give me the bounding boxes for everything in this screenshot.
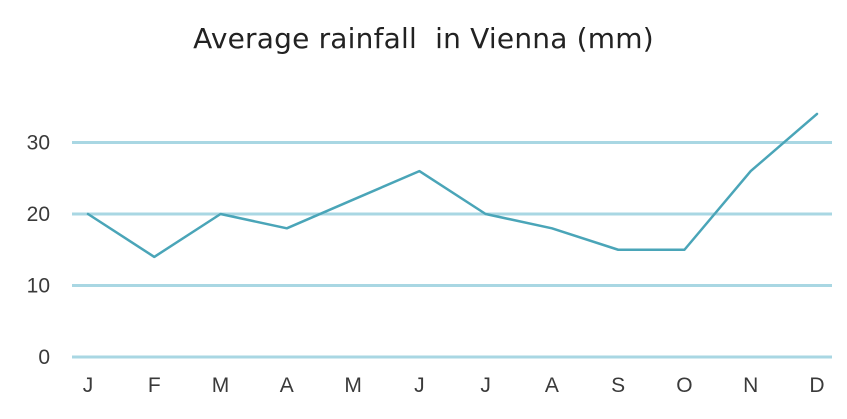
y-axis-ticks: 0 10 20 30 [27,132,50,370]
y-tick-label: 20 [27,203,50,226]
x-tick-label: N [743,374,758,397]
x-tick-label: J [414,374,425,397]
x-tick-label: D [809,374,824,397]
y-tick-label: 30 [27,132,50,155]
x-tick-label: A [280,374,294,397]
x-tick-label: J [83,374,94,397]
gridlines [72,141,832,359]
x-tick-label: S [611,374,625,397]
series-group [86,112,819,259]
x-tick-label: O [676,374,692,397]
y-tick-label: 10 [27,275,50,298]
x-tick-label: F [148,374,161,397]
x-tick-label: J [480,374,491,397]
series-line-0 [86,112,819,259]
x-tick-label: M [212,374,230,397]
x-tick-label: M [344,374,362,397]
chart-title: Average rainfall in Vienna (mm) [193,22,654,55]
x-tick-label: A [545,374,559,397]
y-tick-label: 0 [38,346,50,369]
